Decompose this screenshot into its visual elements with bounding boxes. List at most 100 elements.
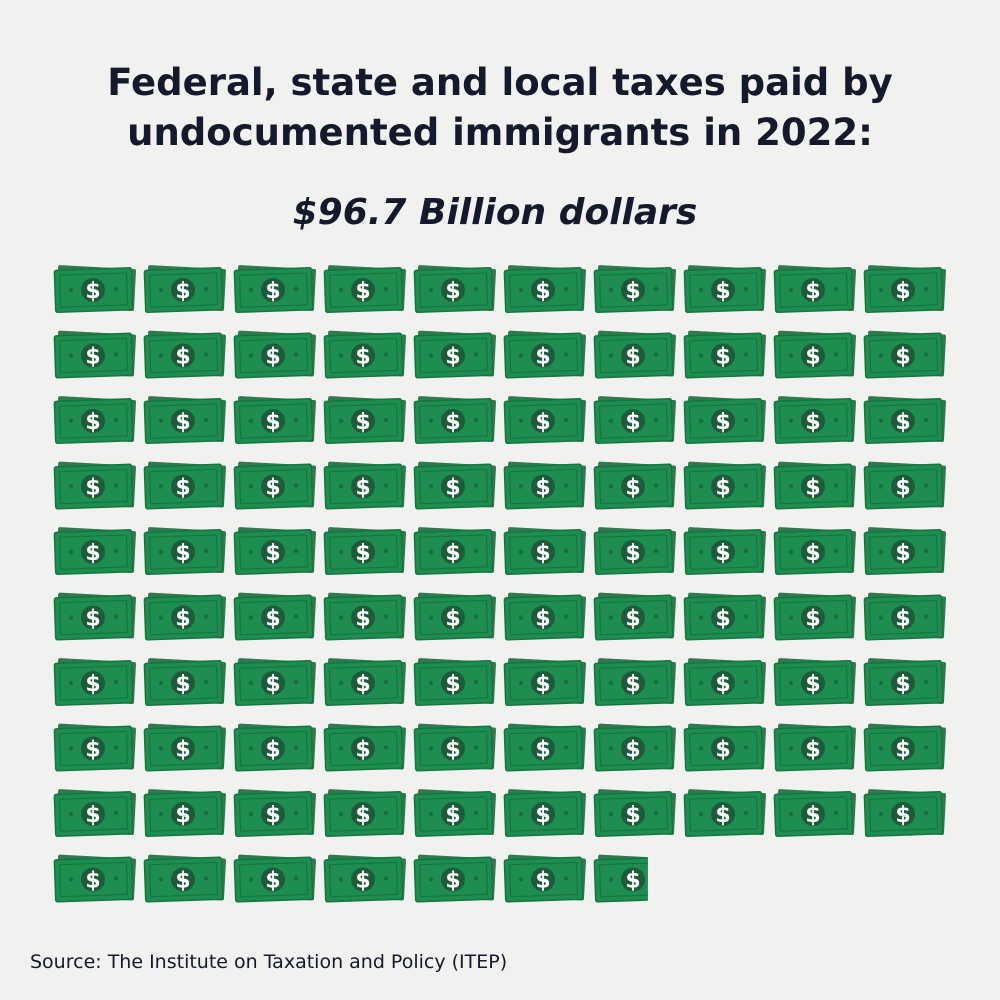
bill-frame xyxy=(688,534,759,570)
bill-medallion xyxy=(621,867,645,892)
bill-medallion xyxy=(621,605,645,630)
bill-dot xyxy=(608,615,614,620)
bill-dot xyxy=(338,680,344,686)
dollar-bill-icon: $ xyxy=(773,789,856,838)
bill-dot xyxy=(698,549,704,555)
dollar-symbol: $ xyxy=(85,672,100,697)
bill-frame xyxy=(688,272,759,308)
dollar-symbol: $ xyxy=(175,738,190,763)
bill-dot xyxy=(698,287,704,293)
bill-dot xyxy=(293,614,299,619)
dollar-bill-icon: $ xyxy=(773,396,856,445)
dollar-symbol: $ xyxy=(895,345,910,370)
dollar-symbol: $ xyxy=(445,541,460,566)
bill-frame xyxy=(688,665,759,701)
bill-frame xyxy=(598,403,669,439)
dollar-bill-icon: $ xyxy=(53,330,136,379)
bill-dot xyxy=(383,483,389,488)
dollar-symbol: $ xyxy=(265,672,280,697)
bill-dot xyxy=(518,877,524,882)
dollar-bill-icon: $ xyxy=(323,461,406,510)
bill-dot xyxy=(68,418,74,424)
bill-dot xyxy=(563,745,569,750)
bill-medallion xyxy=(711,343,735,368)
dollar-bill-icon: $ xyxy=(233,789,316,838)
bill-dot xyxy=(653,548,659,554)
dollar-bill-icon: $ xyxy=(683,527,766,576)
bill-dot xyxy=(653,614,659,619)
bill-frame xyxy=(598,272,669,308)
dollar-symbol: $ xyxy=(355,476,370,501)
dollar-bill-icon: $ xyxy=(323,527,406,576)
bill-medallion xyxy=(171,605,195,630)
dollar-bill-icon: $ xyxy=(143,265,226,314)
bill-medallion xyxy=(261,605,285,630)
dollar-bill-icon: $ xyxy=(413,396,496,445)
bill-medallion xyxy=(801,802,825,826)
bill-dot xyxy=(878,549,884,555)
bill-frame xyxy=(778,468,849,505)
dollar-symbol: $ xyxy=(445,869,460,894)
bill-medallion xyxy=(81,540,105,564)
bill-medallion xyxy=(81,802,105,826)
bill-dot xyxy=(518,353,524,358)
dollar-symbol: $ xyxy=(85,410,100,435)
bill-medallion xyxy=(711,474,735,499)
dollar-bill-icon: $ xyxy=(143,330,226,379)
dollar-bill-icon: $ xyxy=(683,461,766,510)
bill-frame xyxy=(868,468,939,505)
bill-medallion xyxy=(891,736,915,761)
bill-frame xyxy=(148,861,219,898)
dollar-symbol: $ xyxy=(175,672,190,697)
bill-medallion xyxy=(351,867,375,892)
bill-dot xyxy=(113,417,119,423)
bill-dot xyxy=(203,745,209,750)
dollar-bill-icon: $ xyxy=(143,461,226,510)
bill-frame xyxy=(778,403,849,439)
bill-frame xyxy=(868,730,939,767)
bill-frame xyxy=(688,730,759,767)
bill-medallion xyxy=(621,540,645,564)
bill-medallion xyxy=(261,343,285,368)
bill-frame xyxy=(148,599,219,636)
dollar-bill-icon: $ xyxy=(503,265,586,314)
dollar-symbol: $ xyxy=(175,607,190,632)
bill-medallion xyxy=(351,278,375,302)
bill-medallion xyxy=(351,736,375,761)
bill-dot xyxy=(338,811,344,817)
bill-dot xyxy=(878,418,884,424)
dollar-bill-icon: $ xyxy=(323,658,406,707)
bill-frame xyxy=(418,272,489,308)
bill-frame xyxy=(328,468,399,505)
bill-frame xyxy=(508,272,579,308)
bill-medallion xyxy=(711,736,735,761)
dollar-symbol: $ xyxy=(715,476,730,501)
dollar-symbol: $ xyxy=(625,869,640,894)
dollar-bill-icon: $ xyxy=(683,789,766,838)
bill-frame xyxy=(688,403,759,439)
bill-frame xyxy=(148,272,219,308)
bill-dot xyxy=(923,286,929,292)
bill-medallion xyxy=(531,867,555,892)
dollar-bill-icon: $ xyxy=(863,396,946,445)
bill-frame xyxy=(598,861,648,898)
dollar-symbol: $ xyxy=(535,410,550,435)
bill-dot xyxy=(923,483,929,488)
dollar-bill-icon: $ xyxy=(143,396,226,445)
bill-frame xyxy=(868,403,939,439)
chart-subtitle: $96.7 Billion dollars xyxy=(292,192,698,233)
bill-dot xyxy=(473,548,479,554)
dollar-symbol: $ xyxy=(355,672,370,697)
dollar-bill-icon: $ xyxy=(863,461,946,510)
dollar-bill-icon: $ xyxy=(53,265,136,314)
dollar-symbol: $ xyxy=(85,738,100,763)
bill-dot xyxy=(923,417,929,423)
bill-dot xyxy=(923,679,929,685)
bill-frame xyxy=(418,468,489,505)
bill-dot xyxy=(833,286,839,292)
bill-frame xyxy=(778,796,849,832)
bill-dot xyxy=(518,418,524,424)
bill-dot xyxy=(698,484,704,489)
dollar-bill-icon: $ xyxy=(53,396,136,445)
bill-frame xyxy=(778,665,849,701)
